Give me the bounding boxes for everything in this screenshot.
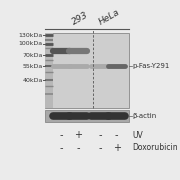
- Text: -: -: [98, 130, 102, 140]
- Text: 293: 293: [71, 11, 90, 27]
- Text: Doxorubicin: Doxorubicin: [132, 143, 178, 152]
- Text: 70kDa: 70kDa: [22, 53, 43, 58]
- Text: 40kDa: 40kDa: [22, 78, 43, 83]
- Text: 130kDa: 130kDa: [18, 33, 43, 38]
- Text: UV: UV: [132, 131, 143, 140]
- Text: 55kDa: 55kDa: [22, 64, 43, 69]
- Text: +: +: [112, 143, 121, 153]
- Bar: [45, 33, 129, 108]
- Bar: [45, 33, 53, 108]
- Text: -: -: [115, 130, 118, 140]
- Text: β-actin: β-actin: [132, 113, 157, 119]
- Text: -: -: [60, 130, 63, 140]
- Text: 100kDa: 100kDa: [19, 41, 43, 46]
- Text: -: -: [76, 143, 80, 153]
- Text: -: -: [98, 143, 102, 153]
- Text: HeLa: HeLa: [97, 8, 121, 27]
- Bar: [45, 110, 129, 122]
- Text: -: -: [60, 143, 63, 153]
- Text: +: +: [74, 130, 82, 140]
- Text: p-Fas-Y291: p-Fas-Y291: [132, 63, 170, 69]
